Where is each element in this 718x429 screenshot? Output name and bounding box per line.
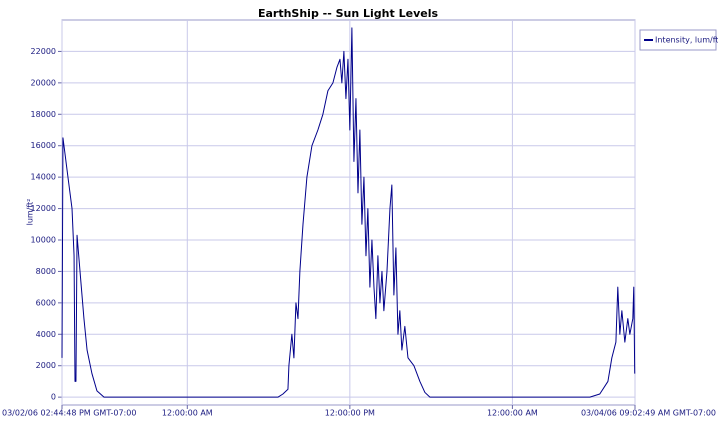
- y-tick-label: 22000: [31, 47, 56, 56]
- y-tick-label: 16000: [31, 141, 56, 150]
- chart-title: EarthShip -- Sun Light Levels: [258, 7, 438, 20]
- legend: Intensity, lum/ft²: [639, 29, 718, 51]
- x-tick-label: 03/02/06 02:44:48 PM GMT-07:00: [2, 409, 136, 418]
- legend-label: Intensity, lum/ft²: [655, 36, 718, 45]
- x-tick-label: 12:00:00 AM: [487, 409, 538, 418]
- y-tick-label: 12000: [31, 204, 56, 213]
- y-tick-label: 6000: [36, 298, 56, 307]
- y-tick-label: 8000: [36, 267, 56, 276]
- y-tick-label: 18000: [31, 110, 56, 119]
- y-tick-label: 2000: [36, 361, 56, 370]
- legend-box: [639, 29, 717, 51]
- y-tick-label: 0: [51, 393, 56, 402]
- y-tick-label: 10000: [31, 236, 56, 245]
- x-tick-label: 12:00:00 AM: [162, 409, 213, 418]
- x-tick-label: 12:00:00 PM: [325, 409, 375, 418]
- y-tick-label: 20000: [31, 78, 56, 87]
- data-line: [61, 27, 636, 398]
- y-tick-label: 4000: [36, 330, 56, 339]
- x-tick-label: 03/04/06 09:02:49 AM GMT-07:00: [581, 409, 716, 418]
- y-tick-label: 14000: [31, 173, 56, 182]
- y-axis-label: lum/ft²: [26, 199, 35, 226]
